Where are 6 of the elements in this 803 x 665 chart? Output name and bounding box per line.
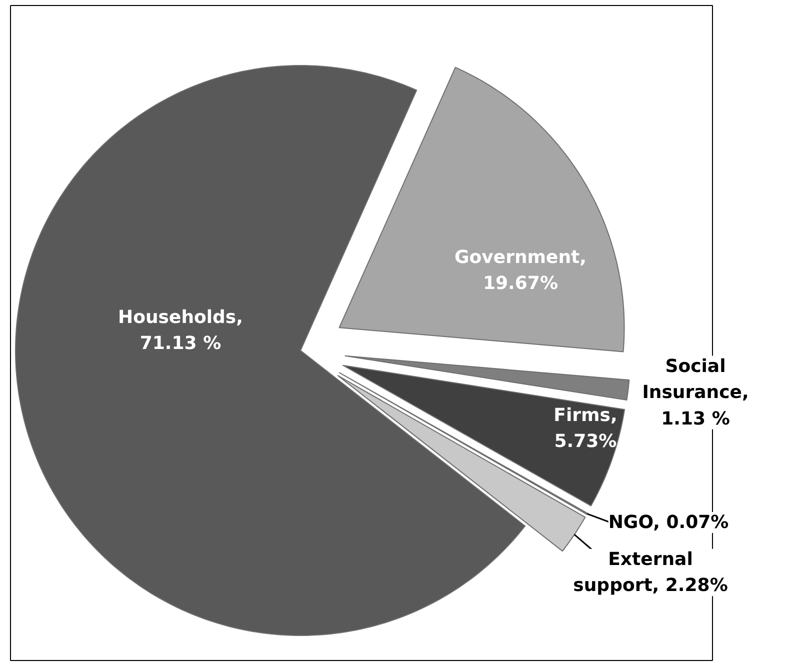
- slice-label: Households, 71.13 %: [118, 306, 243, 354]
- slice-label: Social Insurance, 1.13 %: [642, 356, 749, 430]
- slice-label: NGO, 0.07%: [608, 512, 729, 533]
- slice-label: External support, 2.28%: [573, 548, 728, 596]
- slice-label: Government, 19.67%: [454, 246, 587, 294]
- slice-label: Firms, 5.73%: [554, 404, 618, 452]
